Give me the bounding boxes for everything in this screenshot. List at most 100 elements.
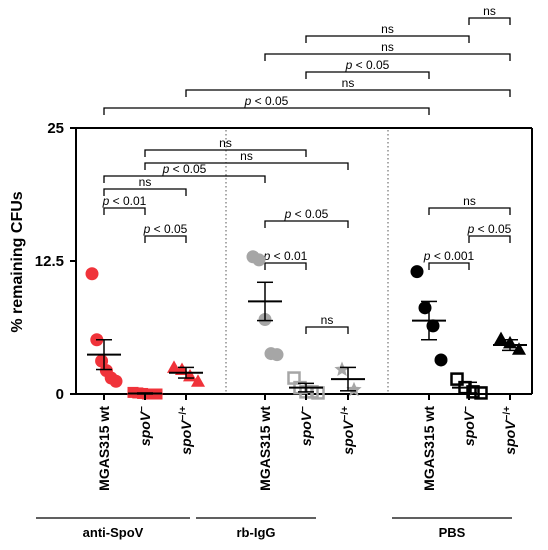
group-label-1: rb-IgG — [196, 517, 316, 540]
significance-label: p < 0.05 — [143, 222, 188, 236]
bracket-line — [144, 162, 349, 170]
significance-label: ns — [483, 4, 496, 18]
top-comparison-bracket: ns — [185, 76, 511, 97]
x-tick-label: spoV−/+ — [340, 406, 356, 455]
mean-sem — [289, 382, 323, 393]
series-points — [246, 250, 284, 362]
x-tick-label: spoV− — [461, 406, 477, 446]
mean-sem-bars — [87, 281, 527, 395]
significance-label: p < 0.05 — [345, 58, 390, 72]
inner-comparison-bracket: p < 0.01 — [263, 249, 308, 270]
significance-label: ns — [381, 40, 394, 54]
data-point — [450, 372, 464, 386]
bracket-line — [144, 149, 307, 157]
x-tick-label: MGAS315 wt — [257, 406, 273, 491]
bracket-line — [305, 71, 430, 79]
significance-label: p < 0.05 — [467, 222, 512, 236]
significance-label: p < 0.01 — [102, 194, 147, 208]
y-tick-label: 0 — [56, 386, 64, 403]
top-comparison-bracket: ns — [305, 22, 470, 43]
y-tick-label: 12.5 — [35, 253, 64, 270]
significance-label: p < 0.05 — [162, 162, 207, 176]
x-tick-label: MGAS315 wt — [421, 406, 437, 491]
significance-label: p < 0.05 — [244, 94, 289, 108]
inner-comparison-bracket: ns — [103, 175, 187, 196]
group-label-0: anti-SpoV — [36, 517, 190, 540]
bracket-line — [185, 89, 511, 97]
mean-sem — [169, 366, 203, 379]
data-point — [95, 354, 109, 368]
bracket-line — [468, 17, 511, 25]
significance-label: ns — [219, 136, 232, 150]
inner-comparison-bracket: p < 0.05 — [143, 222, 188, 243]
inner-comparison-bracket: ns — [428, 194, 511, 215]
x-tick-label: spoV− — [137, 406, 153, 446]
bracket-line — [428, 262, 470, 270]
mean-sem — [493, 338, 527, 352]
mean-sem — [412, 300, 446, 341]
top-comparison-bracket: ns — [468, 4, 511, 25]
x-tick-label: spoV− — [298, 406, 314, 446]
significance-label: ns — [139, 175, 152, 189]
significance-label: ns — [342, 76, 355, 90]
data-point — [109, 374, 123, 388]
top-comparison-bracket: ns — [264, 40, 511, 61]
series-points — [85, 267, 123, 388]
data-point — [85, 267, 99, 281]
group-labels: anti-SpoV rb-IgG PBS — [36, 517, 512, 540]
bracket-line — [103, 107, 430, 115]
significance-label: ns — [381, 22, 394, 36]
bracket-line — [468, 235, 511, 243]
top-comparison-bracket: p < 0.05 — [103, 94, 430, 115]
significance-label: p < 0.01 — [263, 249, 308, 263]
bracket-line — [103, 175, 266, 183]
significance-label: ns — [321, 313, 334, 327]
group-name: PBS — [439, 525, 466, 540]
inner-comparison-bracket: p < 0.001 — [423, 249, 475, 270]
bracket-line — [428, 207, 511, 215]
data-point — [334, 361, 350, 376]
series-points — [334, 361, 362, 397]
bracket-line — [305, 35, 470, 43]
y-axis-label: % remaining CFUs — [9, 191, 26, 332]
inner-comparison-bracket: ns — [144, 149, 349, 170]
x-tick-labels: MGAS315 wt spoV− spoV−/+ MGAS315 wt spoV− spo… — [96, 394, 518, 491]
bracket-line — [264, 220, 349, 228]
x-tick-label: spoV−/+ — [178, 406, 194, 455]
inner-comparison-bracket: p < 0.05 — [467, 222, 512, 243]
bracket-line — [264, 53, 511, 61]
bracket-line — [264, 262, 307, 270]
data-point — [167, 360, 181, 373]
y-ticks: 0 12.5 25 — [35, 120, 76, 403]
data-point — [512, 342, 526, 355]
inner-comparison-bracket: p < 0.05 — [103, 162, 266, 183]
data-point — [434, 353, 448, 367]
mean-sem — [248, 281, 282, 322]
data-point — [191, 374, 205, 387]
mean-sem — [87, 338, 121, 371]
group-name: rb-IgG — [237, 525, 276, 540]
data-point — [410, 265, 424, 279]
y-tick-label: 25 — [47, 120, 64, 137]
data-point — [346, 381, 362, 397]
bracket-line — [144, 235, 187, 243]
inner-comparison-bracket: ns — [305, 313, 349, 334]
x-tick-label: spoV−/+ — [502, 406, 518, 455]
inner-comparison-bracket: ns — [144, 136, 307, 157]
top-comparison-bracket: p < 0.05 — [305, 58, 430, 79]
inner-comparison-bracket: p < 0.05 — [264, 207, 349, 228]
significance-label: p < 0.001 — [423, 249, 475, 263]
significance-label: ns — [463, 194, 476, 208]
data-point — [252, 253, 266, 267]
data-points — [85, 250, 526, 400]
group-name: anti-SpoV — [83, 525, 144, 540]
inner-comparison-bracket: p < 0.01 — [102, 194, 147, 215]
significance-label: p < 0.05 — [284, 207, 329, 221]
mean-sem — [452, 381, 486, 394]
bracket-line — [103, 207, 146, 215]
significance-label: ns — [240, 149, 253, 163]
mean-sem — [128, 392, 162, 395]
